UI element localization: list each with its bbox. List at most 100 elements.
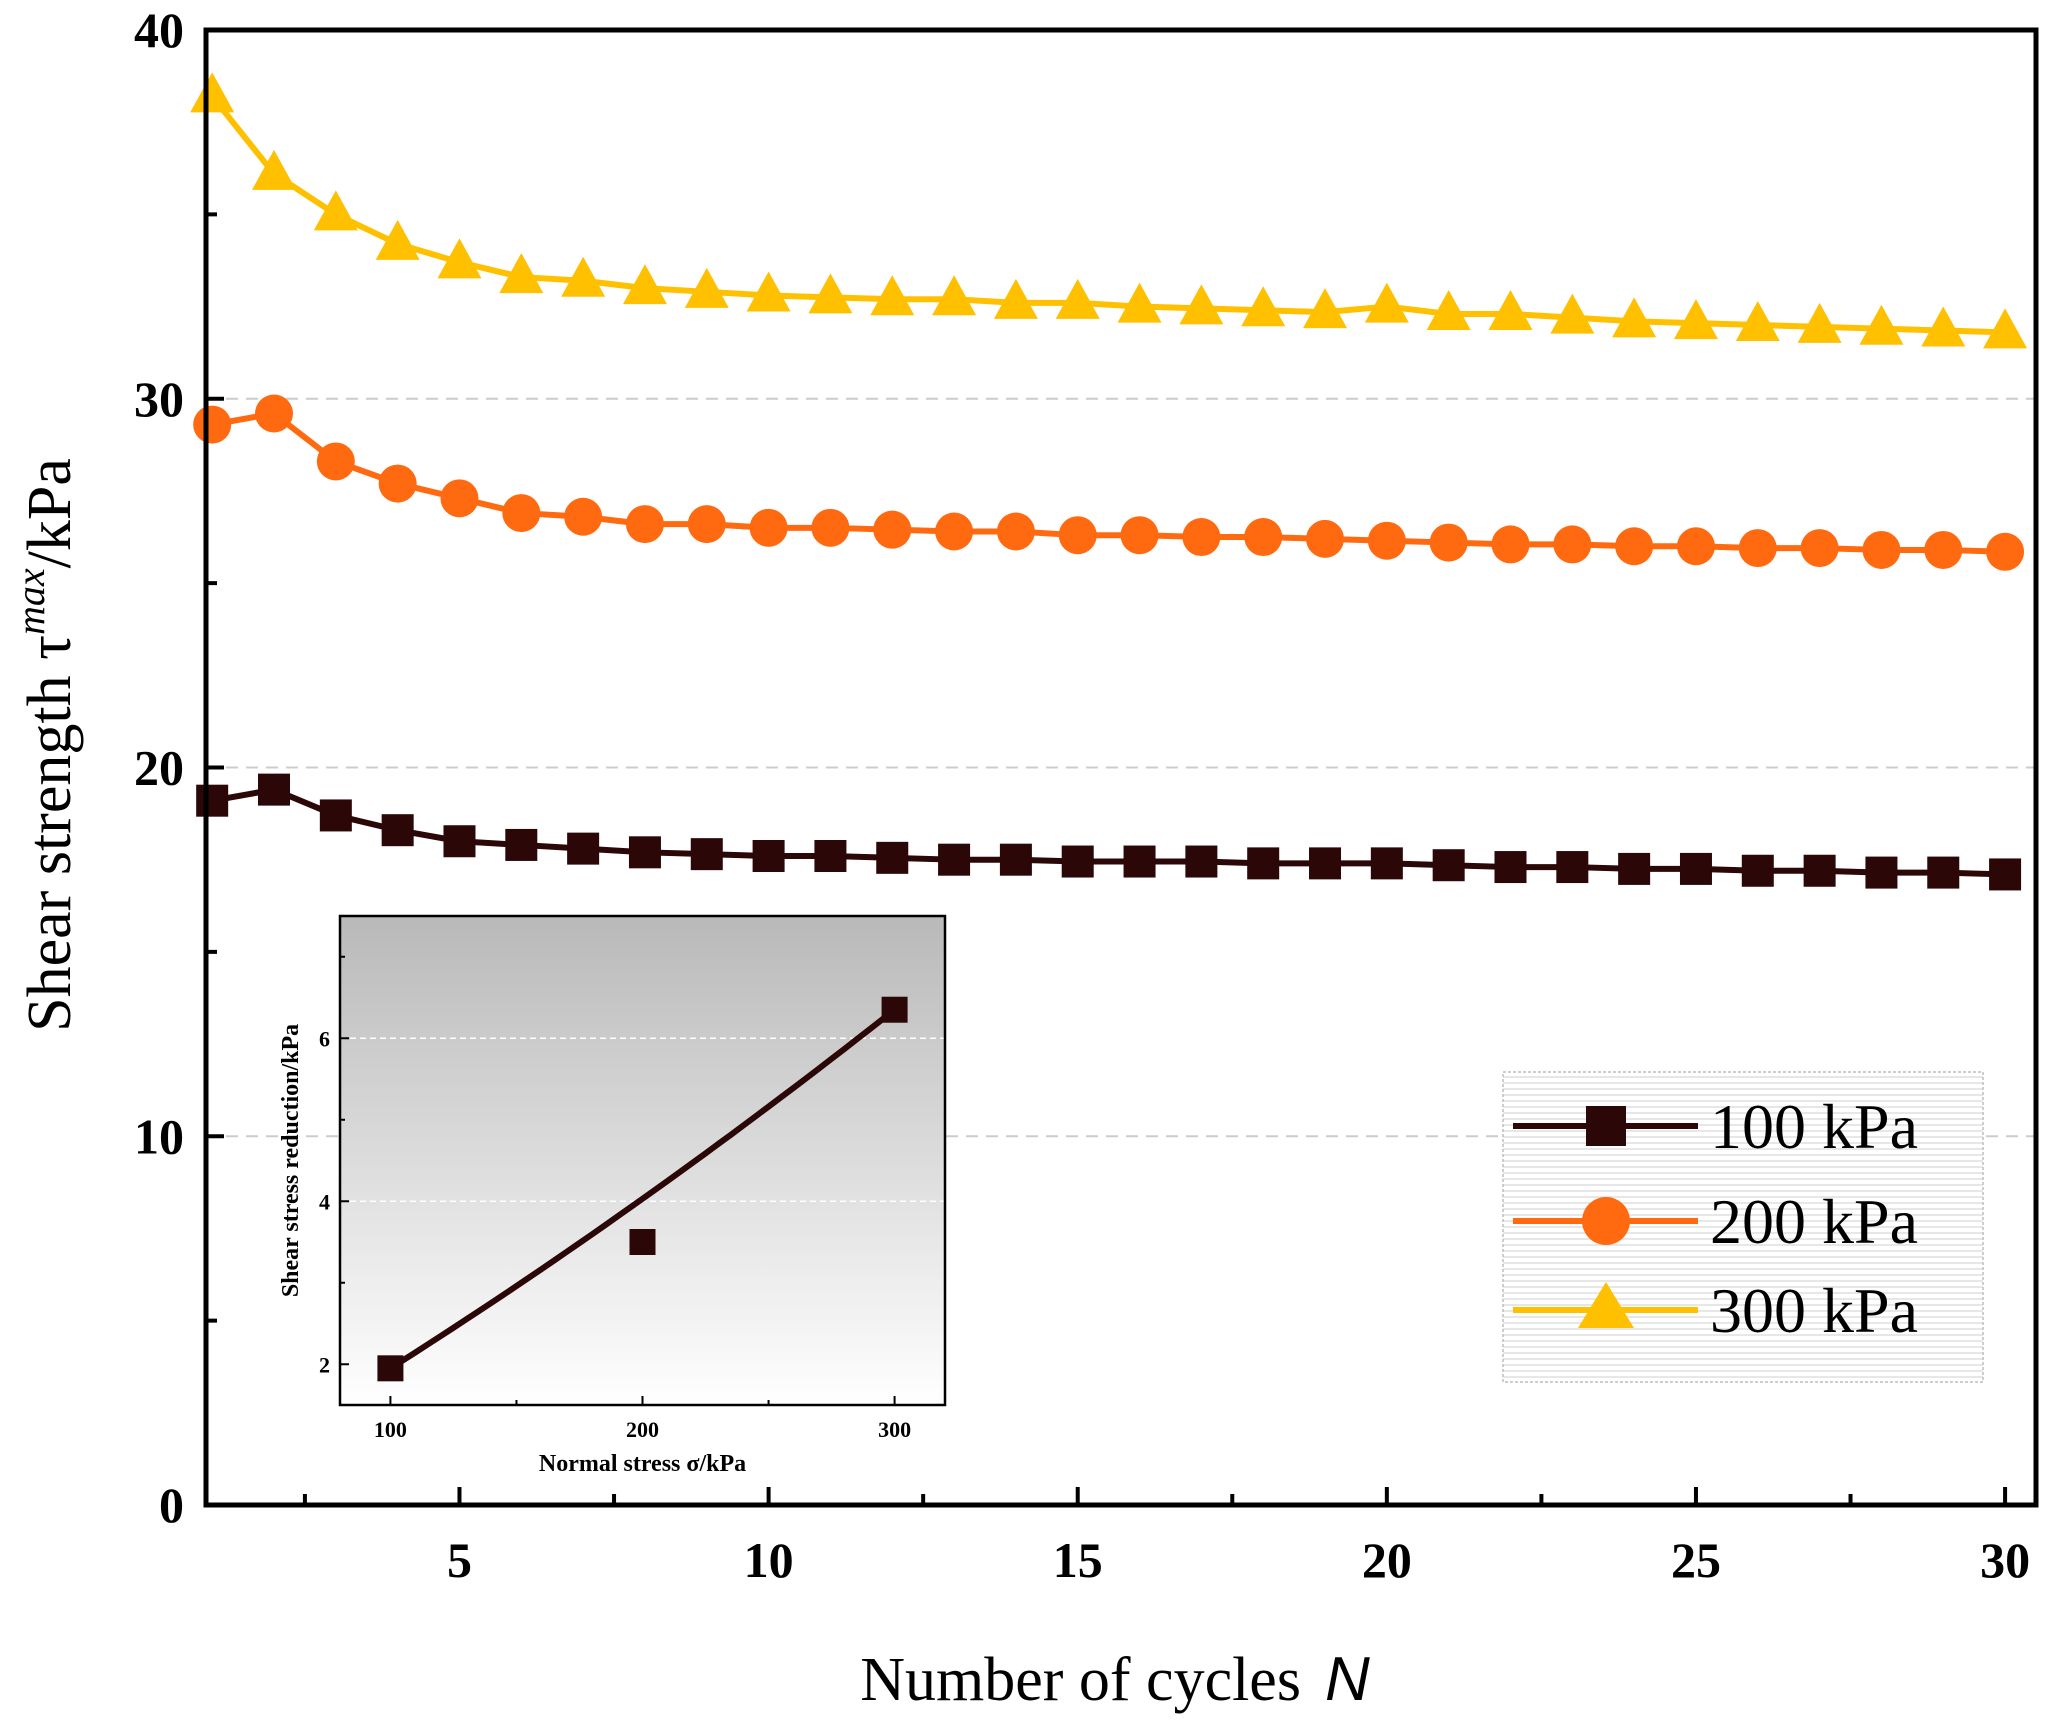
series-line-300-kpa xyxy=(209,94,2006,336)
y-tick-label: 20 xyxy=(134,740,184,796)
x-tick-label: 20 xyxy=(1362,1532,1412,1588)
inset-y-axis-title: Shear stress reduction/kPa xyxy=(278,1024,304,1297)
y-tick-label: 40 xyxy=(134,2,184,58)
data-point xyxy=(1862,530,1901,569)
data-point xyxy=(1120,516,1159,555)
data-point xyxy=(1859,304,1904,345)
data-point xyxy=(1735,301,1780,341)
data-point xyxy=(378,464,417,503)
data-point xyxy=(316,442,355,481)
data-point xyxy=(1117,282,1162,323)
inset-y-tick-label: 4 xyxy=(319,1189,330,1214)
legend-marker xyxy=(1586,1106,1626,1146)
data-point xyxy=(938,843,971,876)
data-point xyxy=(932,275,977,316)
legend: 100 kPa 200 kPa 300 kPa xyxy=(1502,1071,1984,1383)
data-point xyxy=(1058,516,1097,555)
y-axis-unit: /kPa xyxy=(16,458,84,568)
data-point xyxy=(1247,847,1280,880)
legend-marker xyxy=(1582,1197,1630,1245)
data-point xyxy=(1924,530,1963,569)
data-point xyxy=(1061,845,1094,878)
data-point xyxy=(193,405,232,444)
data-point xyxy=(502,494,541,533)
main-axes: 0 10 20 30 40 5 10 15 20 25 30 xyxy=(134,2,2039,1588)
legend-label: 100 kPa xyxy=(1710,1091,1918,1162)
data-point xyxy=(1618,852,1651,885)
inset-data-point xyxy=(377,1355,404,1382)
x-tick-label: 15 xyxy=(1053,1532,1103,1588)
data-point xyxy=(1865,856,1898,889)
data-point xyxy=(196,784,229,817)
y-tick-label: 0 xyxy=(159,1477,184,1533)
data-point xyxy=(443,825,476,858)
data-point xyxy=(564,497,603,536)
inset-data-point xyxy=(881,996,908,1023)
data-point xyxy=(1182,518,1221,557)
x-axis-variable: N xyxy=(1325,1645,1370,1714)
data-point xyxy=(873,510,912,549)
data-point xyxy=(1921,306,1966,347)
data-point xyxy=(499,253,544,294)
data-point xyxy=(1364,282,1409,323)
inset-x-tick-label: 100 xyxy=(374,1417,407,1442)
data-point xyxy=(811,508,850,547)
data-point xyxy=(313,190,358,231)
inset-background xyxy=(340,916,945,1405)
data-point xyxy=(505,828,538,861)
x-tick-label: 25 xyxy=(1671,1532,1721,1588)
data-point xyxy=(1797,302,1842,343)
data-point xyxy=(1488,289,1533,330)
x-axis-title-text: Number of cycles xyxy=(860,1646,1301,1714)
inset-fit-curve xyxy=(388,1007,897,1371)
data-point xyxy=(1676,527,1715,566)
data-point xyxy=(1241,286,1286,327)
data-point xyxy=(993,278,1038,319)
x-tick-label: 30 xyxy=(1980,1532,2030,1588)
data-point xyxy=(1738,529,1777,568)
data-point xyxy=(1986,532,2025,571)
data-point xyxy=(1303,288,1348,329)
data-point xyxy=(437,238,482,279)
series-line-200-kpa xyxy=(211,410,2006,555)
x-axis-title: Number of cycles N xyxy=(860,1645,1370,1714)
x-tick-label: 5 xyxy=(447,1532,472,1588)
data-point xyxy=(1179,284,1224,325)
data-point xyxy=(1983,308,2028,349)
y-axis-title-text: Shear strength τ xyxy=(16,635,84,1032)
data-point xyxy=(1306,519,1345,558)
data-point xyxy=(1367,521,1406,560)
inset-x-axis-title: Normal stress σ/kPa xyxy=(539,1451,746,1477)
data-point xyxy=(1494,851,1527,884)
y-tick-label: 10 xyxy=(134,1108,184,1164)
inset-data-point xyxy=(629,1229,656,1255)
legend-label: 300 kPa xyxy=(1710,1275,1918,1346)
data-point xyxy=(1185,845,1218,878)
data-point xyxy=(1550,293,1595,334)
data-point xyxy=(255,394,294,433)
x-tick-label: 10 xyxy=(744,1532,794,1588)
data-point xyxy=(381,814,414,847)
y-axis-title: Shear strength τmax/kPa xyxy=(8,458,84,1032)
data-point xyxy=(808,273,853,314)
data-point xyxy=(1309,847,1342,880)
data-point xyxy=(1556,851,1589,884)
data-point xyxy=(814,840,847,872)
y-axis-superscript: max xyxy=(8,568,53,635)
data-point xyxy=(567,832,600,865)
inset-x-tick-label: 200 xyxy=(626,1417,659,1442)
data-point xyxy=(746,271,791,312)
main-plot xyxy=(190,72,2028,891)
data-point xyxy=(561,256,606,297)
data-point xyxy=(1679,852,1712,885)
data-point xyxy=(876,841,909,874)
data-point xyxy=(690,838,723,871)
data-point xyxy=(190,72,235,113)
data-point xyxy=(996,512,1035,551)
data-point xyxy=(628,836,661,869)
data-point xyxy=(999,843,1032,876)
data-point xyxy=(1491,525,1530,564)
data-point xyxy=(1741,854,1774,887)
data-point xyxy=(1803,854,1836,887)
